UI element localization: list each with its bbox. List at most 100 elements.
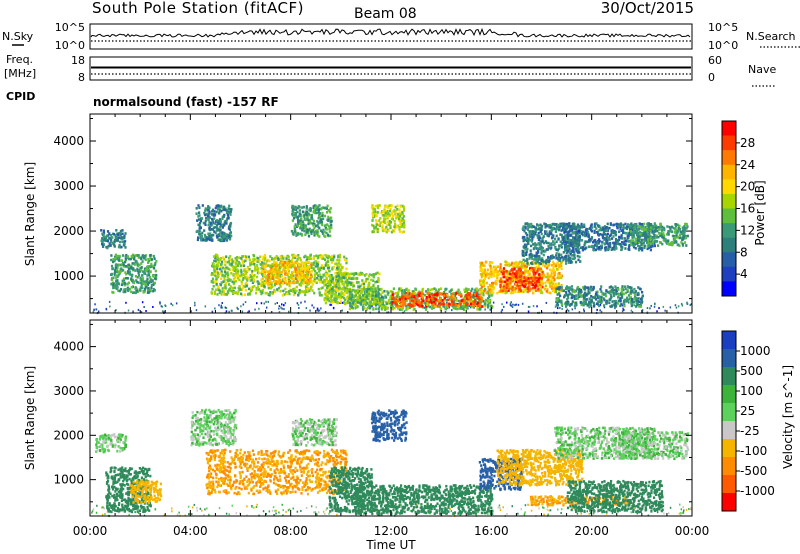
- scatter-cell: [571, 290, 574, 293]
- scatter-cell: [273, 290, 277, 293]
- scatter-cell: [310, 232, 313, 236]
- scatter-cell: [524, 283, 527, 286]
- scatter-cell: [531, 267, 534, 270]
- scatter-cell: [394, 222, 397, 226]
- speckle-cell: [284, 302, 287, 305]
- scatter-cell: [311, 222, 314, 225]
- scatter-cell: [220, 293, 223, 296]
- scatter-cell: [375, 293, 378, 296]
- scatter-cell: [558, 290, 561, 293]
- scatter-cell: [231, 286, 234, 290]
- scatter-cell: [117, 236, 120, 239]
- scatter-cell: [213, 210, 216, 213]
- scatter-cell: [431, 288, 434, 291]
- scatter-cell: [547, 278, 550, 281]
- scatter-cell: [271, 276, 274, 279]
- scatter-cell: [564, 255, 567, 259]
- scatter-cell: [431, 303, 434, 307]
- scatter-cell: [246, 269, 249, 273]
- scatter-cell: [269, 268, 272, 271]
- scatter-cell: [536, 260, 539, 263]
- scatter-cell: [578, 237, 581, 241]
- scatter-cell: [531, 224, 534, 228]
- scatter-cell: [414, 294, 417, 297]
- scatter-cell: [343, 293, 346, 296]
- speckle-cell: [681, 304, 684, 307]
- scatter-cell: [456, 303, 459, 306]
- scatter-cell: [338, 265, 341, 269]
- scatter-cell: [348, 307, 351, 311]
- scatter-cell: [241, 258, 244, 262]
- scatter-cell: [127, 257, 131, 261]
- scatter-cell: [474, 298, 477, 302]
- scatter-cell: [116, 233, 119, 236]
- scatter-cell: [575, 250, 578, 253]
- scatter-cell: [337, 289, 340, 292]
- scatter-cell: [248, 258, 251, 261]
- scatter-cell: [319, 255, 322, 259]
- scatter-cell: [225, 219, 228, 222]
- scatter-cell: [273, 283, 276, 287]
- scatter-cell: [315, 281, 318, 285]
- freq-label-line1: Freq.: [6, 53, 33, 66]
- scatter-cell: [370, 278, 373, 282]
- scatter-cell: [396, 204, 399, 208]
- scatter-cell: [524, 270, 527, 273]
- scatter-cell: [531, 283, 535, 286]
- speckle-cell: [211, 310, 214, 313]
- scatter-cell: [223, 279, 226, 282]
- scatter-cell: [256, 286, 259, 290]
- scatter-cell: [542, 253, 545, 257]
- scatter-cell: [219, 225, 222, 229]
- scatter-cell: [296, 269, 299, 272]
- scatter-cell: [275, 263, 278, 266]
- scatter-cell: [293, 290, 296, 293]
- scatter-cell: [222, 215, 225, 218]
- scatter-cell: [114, 270, 117, 274]
- scatter-cell: [328, 269, 331, 273]
- scatter-cell: [115, 284, 118, 288]
- scatter-cell: [468, 299, 471, 303]
- scatter-cell: [134, 275, 137, 278]
- scatter-cell: [375, 304, 378, 307]
- scatter-cell: [215, 253, 218, 257]
- scatter-cell: [564, 262, 568, 265]
- scatter-cell: [536, 269, 539, 273]
- scatter-cell: [114, 274, 118, 277]
- scatter-cell: [397, 215, 400, 218]
- scatter-cell: [459, 300, 462, 304]
- scatter-cell: [372, 294, 375, 297]
- scatter-cell: [257, 288, 261, 291]
- scatter-cell: [105, 245, 108, 249]
- scatter-cell: [350, 295, 353, 299]
- scatter-cell: [481, 269, 484, 273]
- scatter-cell: [214, 231, 217, 235]
- scatter-cell: [517, 280, 520, 283]
- scatter-cell: [197, 218, 200, 221]
- scatter-cell: [327, 273, 330, 277]
- scatter-cell: [480, 291, 483, 295]
- scatter-cell: [490, 289, 493, 292]
- scatter-cell: [124, 255, 127, 258]
- scatter-cell: [313, 209, 316, 212]
- speckle-cell: [559, 306, 561, 309]
- scatter-cell: [452, 292, 455, 295]
- scatter-cell: [217, 288, 220, 291]
- speckle-cell: [674, 304, 677, 307]
- scatter-cell: [566, 250, 569, 253]
- scatter-cell: [200, 237, 203, 240]
- scatter-cell: [118, 272, 121, 275]
- scatter-cell: [399, 213, 402, 216]
- scatter-cell: [391, 290, 394, 294]
- scatter-cell: [557, 274, 560, 277]
- scatter-cell: [124, 288, 127, 291]
- scatter-cell: [424, 302, 427, 305]
- scatter-cell: [543, 287, 546, 291]
- scatter-cell: [485, 260, 488, 264]
- scatter-cell: [241, 273, 245, 276]
- scatter-cell: [211, 217, 214, 221]
- scatter-cell: [199, 226, 202, 230]
- scatter-cell: [211, 280, 214, 283]
- scatter-cell: [439, 287, 443, 290]
- scatter-cell: [511, 288, 514, 292]
